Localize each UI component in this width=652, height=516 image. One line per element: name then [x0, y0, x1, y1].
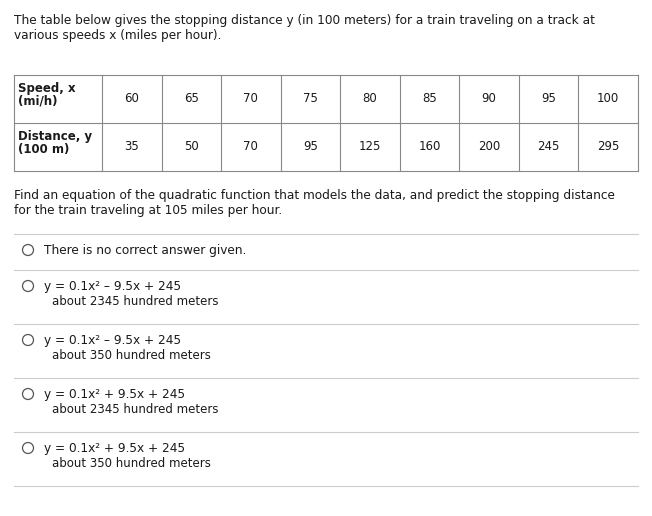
Text: y = 0.1x² + 9.5x + 245: y = 0.1x² + 9.5x + 245: [44, 442, 185, 455]
Text: about 350 hundred meters: about 350 hundred meters: [52, 457, 211, 470]
Text: 85: 85: [422, 92, 437, 105]
Text: about 2345 hundred meters: about 2345 hundred meters: [52, 403, 218, 416]
Text: 80: 80: [363, 92, 378, 105]
Text: There is no correct answer given.: There is no correct answer given.: [44, 244, 246, 257]
Text: 160: 160: [419, 140, 441, 153]
Text: about 2345 hundred meters: about 2345 hundred meters: [52, 295, 218, 308]
Text: 75: 75: [303, 92, 318, 105]
Text: Distance, y: Distance, y: [18, 130, 92, 143]
Text: (100 m): (100 m): [18, 143, 69, 156]
Text: 125: 125: [359, 140, 381, 153]
Text: (mi/h): (mi/h): [18, 95, 57, 108]
Text: y = 0.1x² – 9.5x + 245: y = 0.1x² – 9.5x + 245: [44, 334, 181, 347]
Text: various speeds x (miles per hour).: various speeds x (miles per hour).: [14, 29, 222, 42]
Text: 60: 60: [125, 92, 140, 105]
Text: 95: 95: [541, 92, 556, 105]
Text: The table below gives the stopping distance y (in 100 meters) for a train travel: The table below gives the stopping dista…: [14, 14, 595, 27]
Text: y = 0.1x² + 9.5x + 245: y = 0.1x² + 9.5x + 245: [44, 388, 185, 401]
Text: 70: 70: [243, 92, 258, 105]
Text: 100: 100: [597, 92, 619, 105]
Text: 245: 245: [537, 140, 560, 153]
Text: Find an equation of the quadratic function that models the data, and predict the: Find an equation of the quadratic functi…: [14, 189, 615, 202]
Text: 200: 200: [478, 140, 500, 153]
Text: 90: 90: [482, 92, 497, 105]
Text: about 350 hundred meters: about 350 hundred meters: [52, 349, 211, 362]
Text: 65: 65: [184, 92, 199, 105]
Text: 95: 95: [303, 140, 318, 153]
Text: 35: 35: [125, 140, 139, 153]
Text: y = 0.1x² – 9.5x + 245: y = 0.1x² – 9.5x + 245: [44, 280, 181, 293]
Text: 295: 295: [597, 140, 619, 153]
Text: for the train traveling at 105 miles per hour.: for the train traveling at 105 miles per…: [14, 204, 282, 217]
Text: 50: 50: [184, 140, 199, 153]
Text: Speed, x: Speed, x: [18, 82, 76, 95]
Text: 70: 70: [243, 140, 258, 153]
